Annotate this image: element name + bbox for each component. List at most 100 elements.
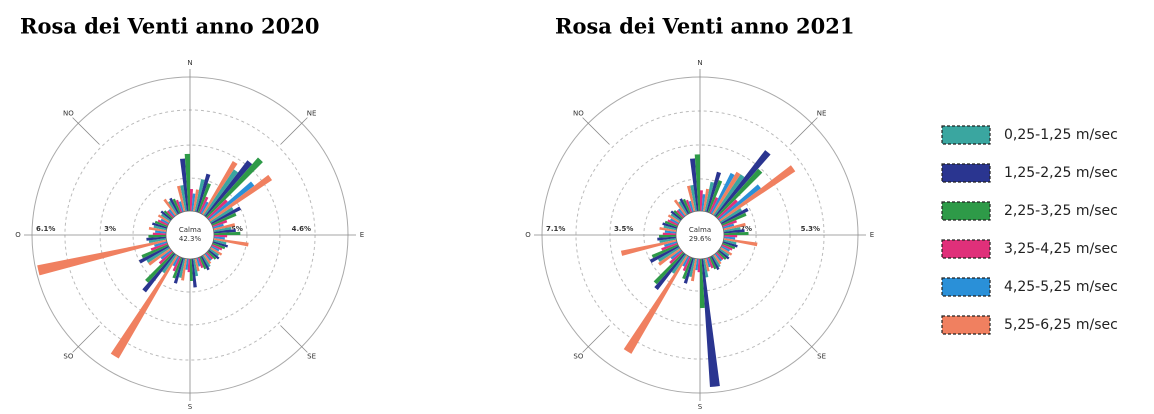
wedge [178,201,184,213]
wedge [703,188,710,212]
wedge [148,226,167,232]
diagonal-axis [582,117,610,145]
direction-label: E [360,231,364,239]
wedge [704,181,715,212]
direction-label: NO [63,109,74,117]
wedge [210,206,242,225]
wedge [178,258,186,278]
calm-value: 42.3% [179,235,202,243]
legend-swatch [941,163,991,183]
wedge [688,258,696,278]
wedge [146,247,171,263]
wedge [200,255,210,271]
wedge [157,219,169,226]
diagonal-axis [72,325,100,353]
wedge [710,172,735,215]
wedge [671,254,687,274]
wedge [213,235,228,238]
wedge [709,197,719,214]
wedge [155,230,167,234]
wedge [202,160,238,216]
wedge [667,219,679,226]
wedge [166,210,175,219]
wedge [723,238,758,247]
wedge [209,207,234,223]
wedge [185,258,189,270]
wedge [208,249,220,260]
wedge [657,236,677,241]
wedge [212,219,228,228]
wedge [704,258,710,272]
wedge [162,254,177,274]
wedge [695,258,699,271]
wedge [700,190,703,212]
wedge [703,258,709,278]
direction-label: S [188,403,193,411]
calm-value: 29.6% [689,235,712,243]
wedge [714,150,771,217]
wedge [722,242,736,250]
wedge [209,248,220,257]
wedge [673,199,687,216]
wedge [193,189,199,212]
wedge [723,229,745,234]
chart-title: Rosa dei Venti anno 2020 [20,14,319,39]
legend-swatch [941,125,991,145]
wedge [197,183,211,213]
wedge [667,214,681,223]
wedge [172,255,180,267]
wedge [723,235,738,238]
wedge [203,169,239,216]
direction-label: SE [817,353,826,361]
wedge [191,258,197,288]
legend-label: 1,25-2,25 m/sec [1004,165,1118,181]
r-tick-label: 5.3% [801,225,820,233]
calm-label: Calma [179,226,201,234]
direction-label: N [187,59,192,67]
wedge [146,236,167,241]
wedge [163,198,177,216]
wedge [141,244,169,259]
wedge [706,257,711,268]
wedge [194,179,205,212]
wedge [662,222,678,229]
wedge [723,231,749,235]
calm-circle [165,210,215,260]
wedge [190,189,194,212]
wedge [669,250,684,264]
legend-swatch [941,277,991,297]
wedge [160,210,172,221]
wedge [664,241,678,247]
wedge [701,194,706,212]
wedge [212,242,226,250]
wedge [722,241,738,248]
diagonal-axis [582,325,610,353]
r-tick-label: 1.5% [224,225,243,233]
wedge [213,231,241,235]
wedge [670,249,682,260]
wedge [723,239,737,245]
wedge [676,209,685,219]
wedge [623,254,688,354]
legend-label: 2,25-3,25 m/sec [1004,203,1118,219]
r-tick-label: 1.7% [733,225,752,233]
direction-label: SE [307,353,316,361]
wedge [719,208,743,223]
wedge [213,239,227,245]
wedge [187,258,190,273]
wedge [181,258,187,281]
wedge [714,253,723,262]
calm-circle [675,210,725,260]
wedge [191,193,196,212]
wedge [213,226,232,232]
wedge [712,254,721,268]
wedge [150,242,168,251]
wedge [168,208,176,217]
wedge [712,171,741,216]
wedge [720,207,749,225]
wedge [172,198,181,214]
wedge [719,165,796,222]
wedge [160,249,172,260]
wedge [649,245,680,264]
